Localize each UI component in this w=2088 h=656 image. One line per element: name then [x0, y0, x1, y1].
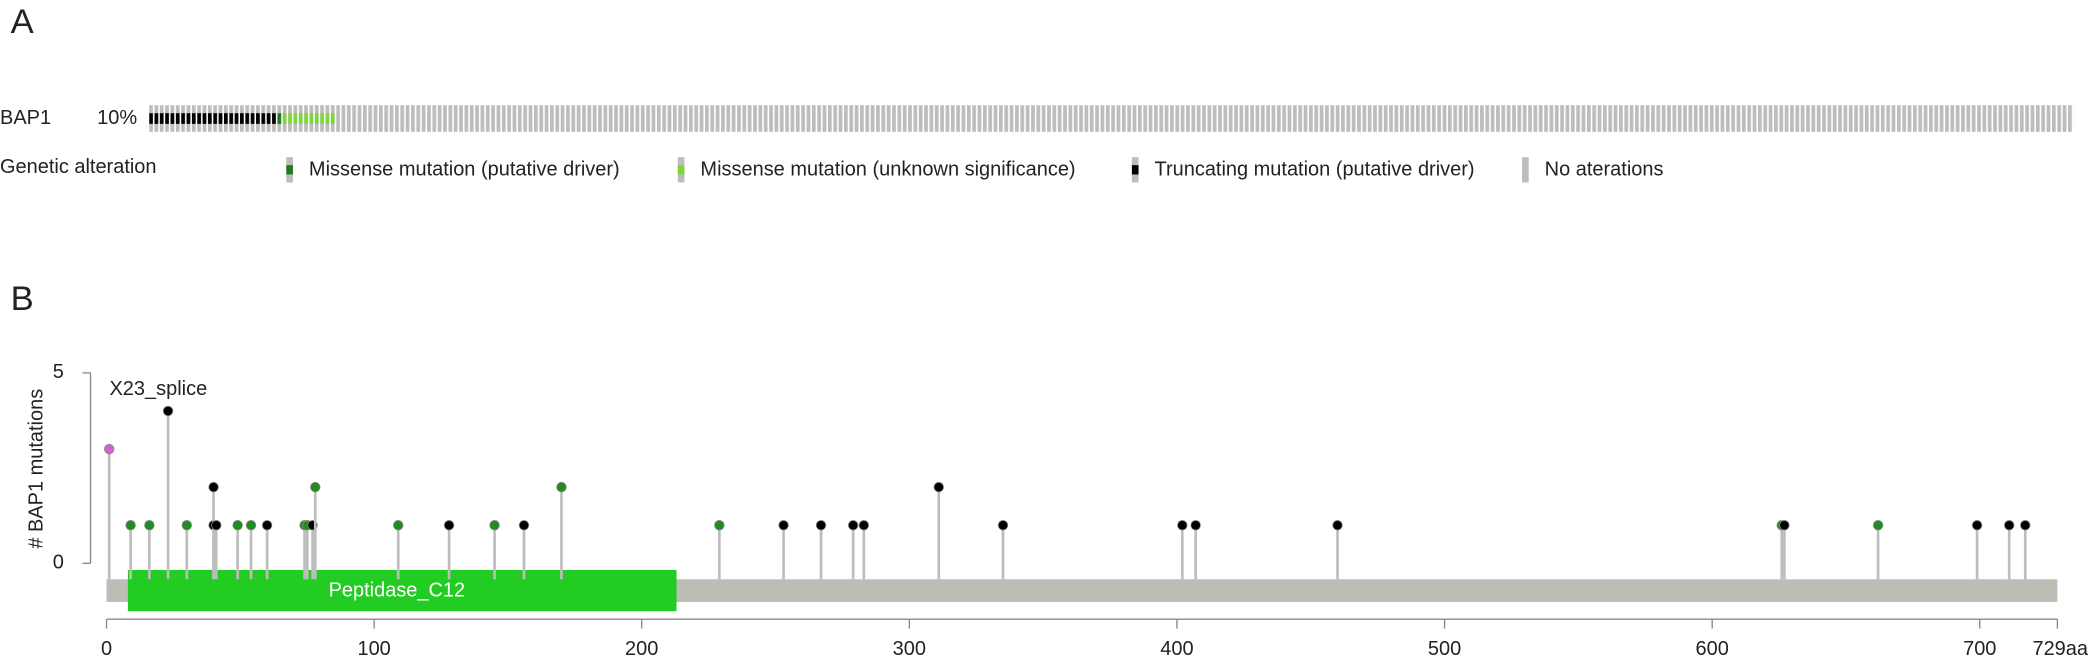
lollipop-head [1872, 520, 1884, 531]
y-tick-label: 5 [53, 361, 64, 383]
domain-label: Peptidase_C12 [329, 580, 466, 602]
x-tick-label: 400 [1160, 638, 1193, 656]
x-tick-label: 0 [101, 638, 112, 656]
lollipop-head [1332, 520, 1343, 531]
legend-swatch-mark [1131, 165, 1139, 175]
lollipop-head [1190, 520, 1201, 531]
lollipop-head [144, 520, 155, 531]
x-tick-label: 100 [357, 638, 390, 656]
lollipop-head [518, 520, 530, 531]
x-tick-label: 700 [1963, 638, 1996, 656]
sample-group [277, 105, 283, 132]
lollipop-head [393, 520, 404, 531]
lollipop-head [310, 481, 321, 493]
lollipop-head [261, 520, 273, 531]
lollipop-head [933, 481, 944, 493]
x-tick-label: 729aa [2032, 638, 2088, 656]
legend-title: Genetic alteration [0, 156, 157, 178]
lollipop-head [815, 520, 827, 531]
lollipop-head [162, 405, 174, 417]
lollipop-head [181, 520, 193, 531]
lollipop-head [489, 520, 500, 531]
y-tick-label: 0 [53, 552, 64, 574]
lollipop-head [1971, 520, 1983, 531]
legend-label: Missense mutation (unknown significance) [700, 159, 1075, 181]
lollipop-head [714, 520, 725, 531]
legend-swatch [1522, 157, 1529, 183]
lollipop-head [245, 520, 257, 531]
panel-label: B [11, 280, 34, 318]
altered-percent: 10% [97, 107, 137, 129]
x-tick-label: 300 [893, 638, 926, 656]
lollipop-head [443, 520, 455, 531]
gene-label: BAP1 [0, 107, 51, 129]
sample-group [282, 105, 337, 132]
panel-label: A [11, 3, 35, 41]
lollipop-head [847, 520, 859, 531]
lollipop-head [2004, 520, 2015, 531]
x-tick-label: 200 [625, 638, 658, 656]
legend-label: No aterations [1545, 159, 1664, 181]
lollipop-head [211, 520, 222, 531]
lollipop-head [556, 481, 567, 493]
annotation: X23_splice [109, 378, 207, 400]
lollipop-head [125, 520, 136, 531]
domain [127, 569, 677, 612]
lollipop-head [858, 520, 870, 531]
legend-label: Missense mutation (putative driver) [309, 159, 620, 181]
lollipop-head [1177, 520, 1188, 531]
lollipop-head [778, 520, 789, 531]
lollipop-head [232, 520, 243, 531]
sample-group [336, 105, 2074, 132]
legend-label: Truncating mutation (putative driver) [1155, 159, 1475, 181]
y-axis-label: # BAP1 mutations [26, 389, 48, 549]
x-tick-label: 500 [1428, 638, 1461, 656]
x-tick-label: 600 [1695, 638, 1728, 656]
lollipop-head [104, 443, 115, 455]
lollipop-head [1779, 520, 1790, 531]
lollipop-head [208, 481, 219, 493]
legend-swatch-mark [677, 165, 685, 175]
legend-swatch-mark [286, 165, 293, 175]
lollipop-head [2020, 520, 2031, 531]
sample-group [149, 105, 278, 132]
lollipop-head [997, 520, 1009, 531]
